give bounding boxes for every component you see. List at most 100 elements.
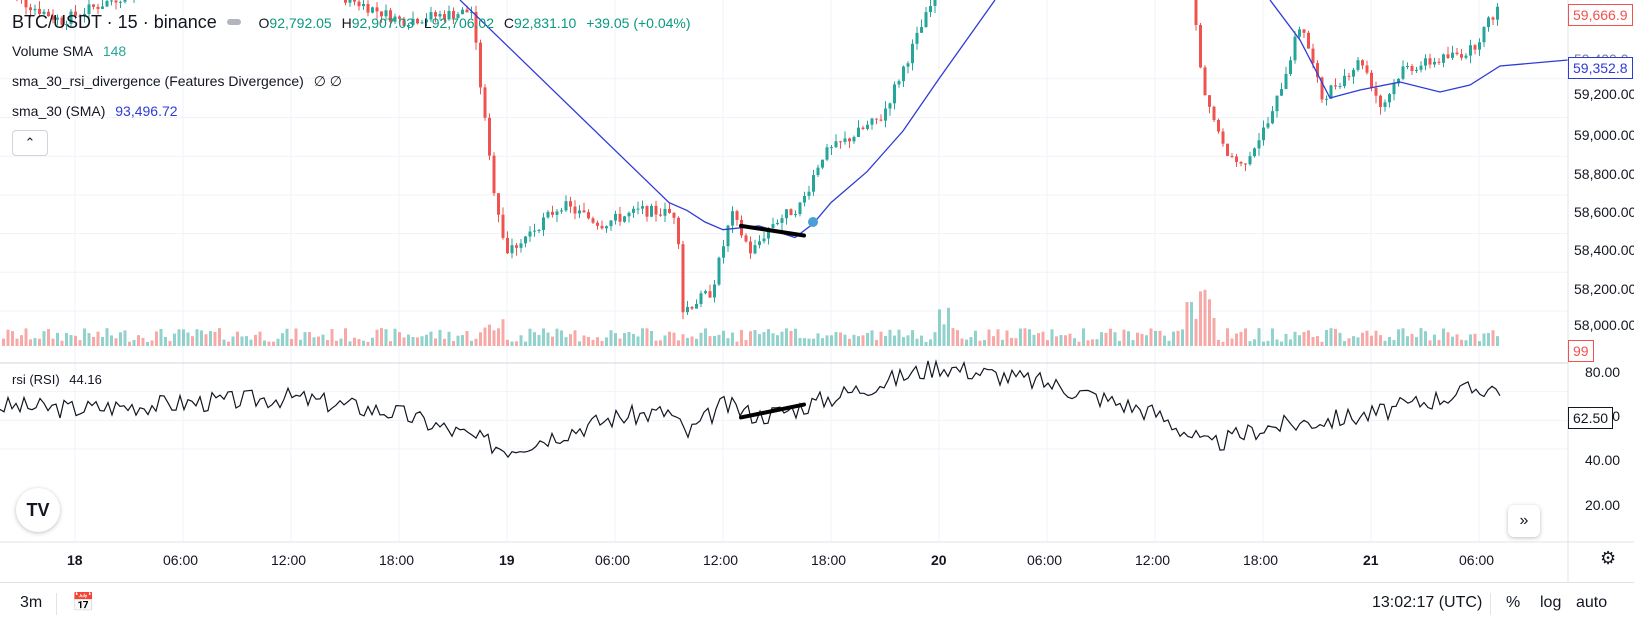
candle-body [708, 291, 712, 298]
volume-bar [1262, 341, 1265, 346]
volume-bar [690, 336, 694, 346]
candle-body [888, 103, 892, 109]
volume-bar [47, 329, 50, 346]
volume-bar [1374, 330, 1378, 346]
candle-body [1442, 54, 1445, 63]
candle-body [1316, 63, 1319, 78]
candle-body [83, 13, 86, 16]
candle-body [461, 9, 464, 15]
volume-bar [15, 338, 19, 346]
candle-body [488, 117, 491, 156]
volume-bar [1311, 336, 1315, 346]
candle-body [542, 217, 545, 231]
calendar-range-icon[interactable]: 📅 [72, 592, 95, 612]
volume-bar [69, 335, 73, 346]
candle-body [87, 4, 91, 14]
volume-bar [578, 341, 581, 346]
candle-body [357, 1, 361, 7]
time-tick: 06:00 [163, 552, 199, 568]
chart-canvas[interactable] [0, 0, 1634, 582]
candle-body [785, 209, 788, 219]
volume-bar [677, 340, 680, 346]
tradingview-logo[interactable]: TV [16, 488, 60, 532]
candle-body [1235, 156, 1238, 162]
candle-body [870, 118, 874, 125]
volume-bar [1010, 337, 1013, 346]
candle-body [1203, 67, 1207, 96]
candle-body [416, 18, 419, 24]
collapse-legend-button[interactable]: ⌃ [12, 130, 48, 156]
volume-bar [1145, 335, 1148, 346]
scroll-to-realtime-button[interactable]: » [1508, 505, 1540, 537]
volume-bar [1289, 339, 1292, 346]
volume-bar [200, 330, 203, 346]
candle-body [830, 147, 833, 149]
candle-body [420, 22, 424, 24]
price-tick: 58,800.00 [1574, 166, 1634, 182]
candle-body [1343, 75, 1346, 87]
volume-bar [1320, 341, 1324, 346]
volume-bar [551, 336, 554, 346]
candle-body [375, 7, 379, 12]
volume-bar [1307, 330, 1310, 346]
open-value: 92,792.05 [269, 15, 332, 31]
volume-bar [110, 335, 113, 346]
gear-icon[interactable]: ⚙ [1600, 548, 1617, 568]
range-button[interactable]: 3m [20, 594, 43, 611]
volume-bar [758, 334, 761, 346]
candle-body [501, 214, 505, 238]
candle-body [821, 159, 824, 168]
volume-bar [834, 332, 838, 346]
candle-body [884, 108, 887, 121]
candle-body [1212, 106, 1216, 121]
volume-legend-title: Volume SMA [12, 43, 93, 59]
volume-bar [1370, 335, 1373, 346]
volume-bar [861, 335, 865, 346]
volume-bar [1383, 340, 1387, 346]
volume-bar [1392, 340, 1396, 346]
volume-bar [137, 335, 140, 346]
rsi-legend[interactable]: rsi (RSI) 44.16 [12, 372, 108, 387]
volume-bar [605, 337, 608, 346]
candle-body [713, 284, 716, 298]
volume-bar [1451, 336, 1454, 346]
volume-bar [60, 340, 64, 346]
candle-body [677, 217, 680, 245]
rsi-legend-title: rsi (RSI) [12, 372, 60, 387]
candle-body [744, 235, 748, 242]
volume-bar [1109, 328, 1112, 346]
volume-bar [830, 335, 833, 346]
volume-bar [848, 338, 851, 346]
percent-toggle[interactable]: % [1506, 594, 1521, 611]
low-value: 92,706.02 [431, 15, 495, 31]
volume-bar [1379, 335, 1382, 346]
candle-body [618, 213, 622, 222]
volume-bar [290, 339, 293, 346]
candle-body [429, 12, 433, 20]
price-tick: 58,400.00 [1574, 242, 1634, 258]
sma-legend[interactable]: sma_30 (SMA) 93,496.72 [12, 103, 184, 119]
volume-bar [38, 338, 41, 346]
symbol-title[interactable]: BTC/USDT · 15 · binance [12, 12, 217, 32]
volume-bar [245, 336, 248, 346]
volume-bar [546, 332, 550, 346]
volume-bar [96, 331, 100, 346]
candle-body [722, 246, 725, 258]
auto-toggle[interactable]: auto [1576, 594, 1608, 611]
candle-body [1347, 75, 1351, 77]
volume-bar [240, 336, 244, 346]
volume-bar [191, 336, 194, 346]
volume-bar [713, 335, 716, 346]
divergence-legend[interactable]: sma_30_rsi_divergence (Features Divergen… [12, 73, 348, 90]
clock-display[interactable]: 13:02:17 (UTC) [1372, 594, 1483, 611]
candle-body [33, 8, 37, 11]
candle-body [614, 213, 617, 221]
volume-bar [1275, 339, 1279, 346]
volume-legend[interactable]: Volume SMA 148 [12, 43, 132, 59]
toolbar-divider [56, 593, 57, 615]
volume-bar [623, 333, 626, 346]
candle-body [731, 211, 734, 226]
candle-body [717, 257, 721, 285]
log-toggle[interactable]: log [1540, 594, 1562, 611]
rsi-current-tag: 62.50 [1568, 407, 1614, 429]
